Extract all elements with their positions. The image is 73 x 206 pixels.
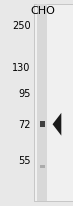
Text: 72: 72 [18,120,31,130]
Bar [34,5,73,201]
Bar [40,122,45,128]
Text: 95: 95 [18,89,31,99]
Text: CHO: CHO [30,6,55,16]
Bar [40,165,45,169]
Text: 130: 130 [12,63,31,73]
Bar [37,5,47,201]
Text: 55: 55 [18,156,31,166]
Polygon shape [53,113,61,136]
Text: 250: 250 [12,21,31,31]
